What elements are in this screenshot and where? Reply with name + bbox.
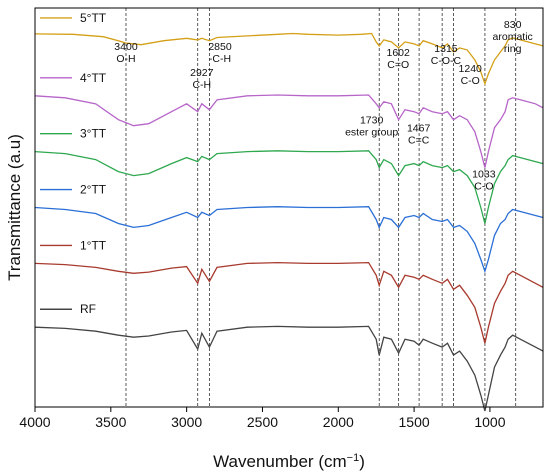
x-tick-label: 3500 <box>95 414 126 430</box>
legend: 5°TT 4°TT 3°TT 2°TT 1°TT RF <box>40 11 107 316</box>
x-tick-label: 3000 <box>171 414 202 430</box>
x-tick-label: 4000 <box>19 414 50 430</box>
series-line-1 <box>34 94 544 168</box>
annotation-3: C-H <box>192 79 211 91</box>
annotation-10: 1240 <box>459 63 483 75</box>
annotation-15: 1730 <box>360 115 384 127</box>
series-line-2 <box>34 150 544 224</box>
legend-label-3: 2°TT <box>80 183 107 197</box>
legend-label-5: RF <box>80 302 96 316</box>
annotation-20: C-O <box>474 181 493 193</box>
annotation-19: 1033 <box>472 169 496 181</box>
series-line-5 <box>34 325 544 412</box>
annotation-14: ring <box>504 43 522 55</box>
x-tick-label: 2500 <box>247 414 278 430</box>
x-tick-label: 2000 <box>323 414 354 430</box>
plot-frame <box>34 7 544 408</box>
annotation-18: C=C <box>408 135 430 147</box>
annotation-16: ester group <box>345 127 398 139</box>
annotation-5: -C-H <box>209 53 231 65</box>
annotation-6: 1602 <box>387 47 411 59</box>
x-tick-label: 1500 <box>399 414 430 430</box>
legend-label-1: 4°TT <box>80 71 107 85</box>
annotation-9: C-O-C <box>431 55 462 67</box>
annotation-7: C=O <box>387 59 409 71</box>
series-layer <box>34 32 544 412</box>
series-line-0 <box>34 32 544 86</box>
annotation-8: 1315 <box>434 43 458 55</box>
legend-label-0: 5°TT <box>80 11 107 25</box>
reference-lines <box>125 8 517 407</box>
annotation-1: O-H <box>116 53 135 65</box>
x-tick-label: 1000 <box>474 414 505 430</box>
series-line-3 <box>34 206 544 274</box>
annotation-0: 3400 <box>114 41 138 53</box>
annotation-13: aromatic <box>493 31 533 43</box>
legend-label-4: 1°TT <box>80 238 107 252</box>
x-axis-ticks: 4000 3500 3000 2500 2000 1500 1000 <box>19 407 506 430</box>
y-axis-label: Transmittance (a.u) <box>5 134 24 281</box>
annotation-17: 1467 <box>407 123 431 135</box>
annotation-12: 830 <box>504 19 522 31</box>
series-line-4 <box>34 261 544 344</box>
legend-label-2: 3°TT <box>80 127 107 141</box>
annotation-11: C-O <box>461 75 480 87</box>
x-axis-label: Wavenumber (cm−1) <box>213 452 365 471</box>
annotation-2: 2927 <box>190 67 214 79</box>
annotation-4: 2850 <box>208 41 232 53</box>
